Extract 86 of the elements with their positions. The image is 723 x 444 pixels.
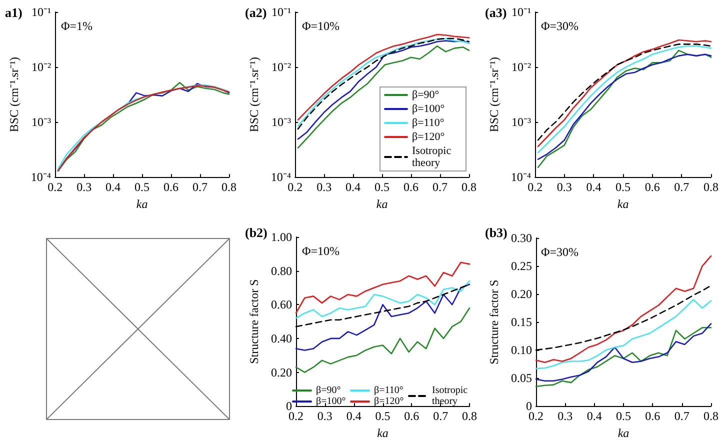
x-tick-label: 0.7 (674, 409, 690, 424)
x-tick-label: 0.8 (462, 180, 476, 194)
x-tick-label: 0.7 (432, 180, 448, 194)
x-tick-label: 0.4 (586, 409, 602, 424)
x-tick-label: 0.4 (346, 180, 361, 194)
legend-label: Isotropic theory (432, 385, 470, 407)
x-axis-title: ka (376, 197, 388, 211)
line-series (295, 262, 470, 314)
line-series (535, 255, 712, 364)
x-tick-label: 0.5 (134, 180, 150, 194)
y-axis-title: BSC (cm⁻¹.sr⁻¹) (487, 56, 501, 132)
chart-title: (a3) (485, 5, 507, 20)
y-tick-label: 0.60 (271, 298, 292, 312)
line-series (295, 307, 470, 373)
chart-title: (a2) (245, 5, 267, 20)
x-tick-label: 0.3 (316, 180, 332, 194)
x-axis-title: ka (377, 426, 388, 440)
chart-title: (b3) (485, 225, 508, 240)
x-tick-label: 0.3 (76, 180, 92, 194)
y-tick-label: 0.05 (511, 371, 532, 386)
y-tick-label: 0.15 (511, 315, 532, 330)
x-axis-title: ka (136, 197, 148, 211)
x-axis-title: ka (618, 426, 630, 440)
line-series (535, 298, 712, 370)
annotation: Φ=30% (541, 245, 579, 259)
y-tick-label: 10⁻³ (31, 115, 52, 130)
y-tick-label: 0.40 (271, 331, 292, 346)
x-tick-label: 0.7 (192, 180, 208, 194)
y-tick-label: 1.00 (271, 230, 292, 244)
legend-label: β=120° (412, 131, 445, 143)
x-tick-label: 0.5 (374, 180, 390, 194)
y-tick-label: 10⁻³ (511, 115, 532, 130)
y-tick-label: 0.20 (511, 287, 532, 302)
x-tick-label: 0.4 (586, 180, 602, 194)
annotation: Φ=30% (541, 19, 579, 33)
x-tick-label: 0.6 (164, 180, 179, 194)
legend-label: β=90° (412, 89, 440, 101)
y-axis-title: BSC (cm⁻¹.sr⁻¹) (247, 56, 261, 132)
annotation: Φ=10% (302, 244, 340, 258)
x-tick-label: 0.6 (644, 180, 660, 194)
x-tick-label: 0.3 (556, 180, 572, 194)
x-tick-label: 0.4 (346, 409, 362, 424)
legend-label: β=110° (412, 117, 444, 129)
legend-label: β=100° (316, 396, 346, 407)
y-axis-title: BSC (cm⁻¹.sr⁻¹) (7, 56, 21, 132)
y-tick-label: 0.25 (511, 259, 532, 274)
x-tick-label: 0.8 (222, 180, 236, 194)
y-tick-label: 10⁻¹ (31, 5, 52, 19)
chart-title: a1) (5, 5, 22, 20)
x-tick-label: 0.7 (433, 409, 448, 424)
x-tick-label: 0.5 (616, 180, 631, 194)
x-tick-label: 0.6 (404, 180, 419, 194)
line-series (295, 280, 470, 319)
x-tick-label: 0.5 (616, 409, 631, 424)
annotation: Φ=1% (61, 19, 93, 33)
x-tick-label: 0.7 (674, 180, 690, 194)
x-tick-label: 0.3 (558, 409, 573, 424)
y-tick-label: 0.20 (271, 365, 292, 380)
x-tick-label: 0.8 (704, 409, 718, 424)
y-axis-title: Structure factor S (487, 280, 501, 364)
y-tick-label: 0.30 (511, 231, 532, 245)
legend-label: β=100° (412, 103, 445, 115)
x-axis-title: ka (617, 197, 629, 211)
legend-label: β=120° (374, 396, 404, 407)
y-tick-label: 0.10 (511, 343, 532, 358)
legend-label: β=90° (316, 385, 341, 396)
x-tick-label: 0.6 (645, 409, 660, 424)
x-tick-label: 0.8 (704, 180, 718, 194)
y-tick-label: 10⁻³ (271, 115, 292, 130)
y-tick-label: 10⁻² (31, 60, 52, 74)
x-tick-label: 0.8 (462, 409, 477, 424)
annotation: Φ=10% (302, 19, 340, 33)
chart-title: (b2) (245, 225, 268, 240)
y-tick-label: 10⁻² (511, 60, 532, 74)
x-tick-label: 0.6 (404, 409, 420, 424)
x-tick-label: 0.3 (317, 409, 332, 424)
legend-label: Isotropic theory (412, 145, 454, 169)
y-tick-label: 10⁻¹ (511, 5, 532, 19)
line-series (295, 284, 470, 351)
y-tick-label: 10⁻² (271, 60, 292, 74)
y-axis-title: Structure factor S (247, 279, 261, 364)
x-tick-label: 0.4 (106, 180, 121, 194)
legend-label: β=110° (374, 385, 404, 396)
y-tick-label: 0.80 (271, 264, 292, 278)
y-tick-label: 10⁻¹ (271, 5, 292, 19)
x-tick-label: 0.5 (375, 409, 390, 424)
